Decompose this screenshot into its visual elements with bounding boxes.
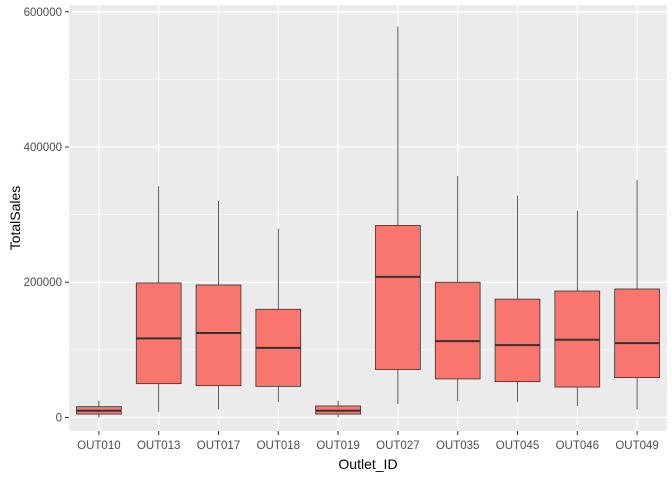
box-iqr (494, 298, 541, 383)
box-out010 (76, 400, 122, 418)
x-tick-label: OUT017 (197, 440, 240, 452)
boxes (76, 26, 660, 418)
x-tick-label: OUT035 (436, 440, 479, 452)
box-out049 (614, 180, 660, 410)
box-out013 (135, 186, 182, 413)
box-out018 (255, 228, 302, 402)
y-tick-label: 600000 (24, 7, 62, 19)
box-iqr (614, 288, 660, 378)
x-tick-label: OUT010 (77, 440, 120, 452)
y-tick-label: 0 (56, 412, 62, 424)
box-out045 (494, 195, 541, 402)
x-tick-label: OUT046 (556, 440, 599, 452)
box-out046 (554, 210, 601, 406)
x-tick-label: OUT013 (137, 440, 180, 452)
box-out019 (315, 400, 361, 418)
box-iqr (135, 282, 182, 385)
x-axis-ticks: OUT010 OUT013 OUT017 OUT018 OUT019 OUT027 OUT0… (77, 431, 659, 452)
x-tick-label: OUT027 (376, 440, 419, 452)
box-iqr (195, 284, 242, 387)
box-iqr (375, 225, 421, 370)
y-axis-ticks: 0 200000 400000 600000 (24, 7, 69, 424)
x-tick-label: OUT045 (496, 440, 539, 452)
x-tick-label: OUT018 (257, 440, 300, 452)
box-iqr (434, 281, 481, 380)
box-out017 (195, 201, 242, 410)
y-tick-label: 400000 (24, 142, 62, 154)
x-tick-label: OUT019 (316, 440, 359, 452)
box-out027 (375, 26, 421, 404)
x-axis-title: Outlet_ID (338, 456, 397, 472)
y-axis-title: TotalSales (7, 186, 23, 251)
x-tick-label: OUT049 (615, 440, 658, 452)
y-tick-label: 200000 (24, 277, 62, 289)
box-out035 (434, 176, 481, 402)
